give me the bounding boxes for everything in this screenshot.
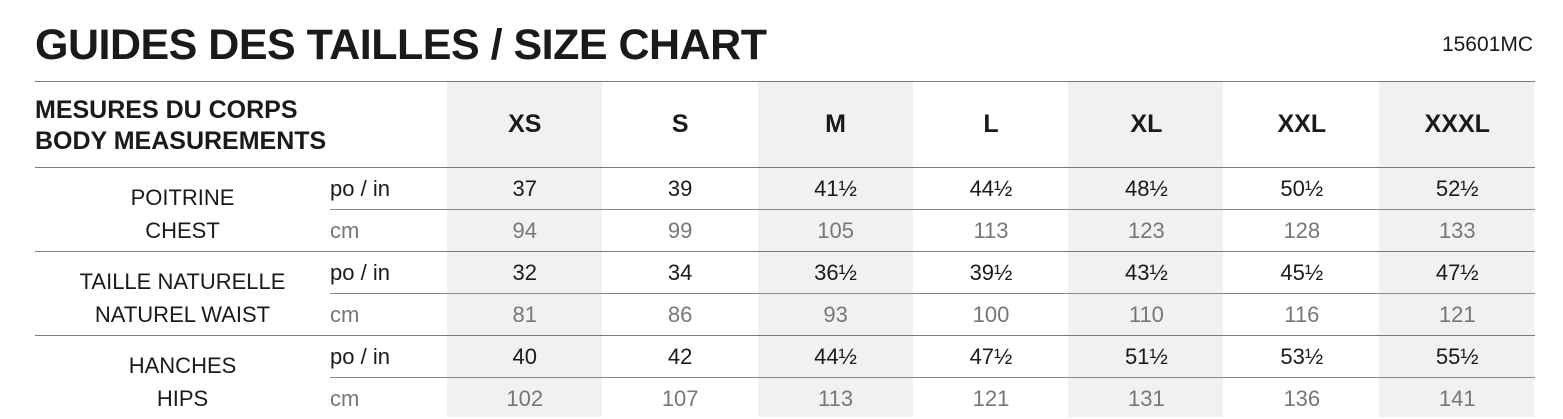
size-header: L bbox=[913, 82, 1068, 168]
size-header: XL bbox=[1069, 82, 1224, 168]
value-cell: 48½ bbox=[1069, 168, 1224, 210]
value-cell: 113 bbox=[758, 378, 913, 419]
value-cell: 86 bbox=[602, 294, 757, 336]
measurement-label: HANCHES HIPS bbox=[35, 336, 330, 419]
label-en: HIPS bbox=[35, 382, 330, 415]
value-cell: 121 bbox=[1380, 294, 1536, 336]
value-cell: 81 bbox=[447, 294, 602, 336]
size-header: S bbox=[602, 82, 757, 168]
value-cell: 107 bbox=[602, 378, 757, 419]
value-cell: 47½ bbox=[1380, 252, 1536, 294]
value-cell: 99 bbox=[602, 210, 757, 252]
value-cell: 94 bbox=[447, 210, 602, 252]
label-fr: TAILLE NATURELLE bbox=[35, 265, 330, 298]
value-cell: 52½ bbox=[1380, 168, 1536, 210]
value-cell: 141 bbox=[1380, 378, 1536, 419]
value-cell: 93 bbox=[758, 294, 913, 336]
value-cell: 47½ bbox=[913, 336, 1068, 378]
unit-label: cm bbox=[330, 210, 447, 252]
value-cell: 105 bbox=[758, 210, 913, 252]
value-cell: 50½ bbox=[1224, 168, 1379, 210]
value-cell: 41½ bbox=[758, 168, 913, 210]
unit-label: cm bbox=[330, 378, 447, 419]
size-chart-table: MESURES DU CORPS BODY MEASUREMENTS XS S … bbox=[35, 81, 1535, 419]
value-cell: 121 bbox=[913, 378, 1068, 419]
value-cell: 100 bbox=[913, 294, 1068, 336]
value-cell: 40 bbox=[447, 336, 602, 378]
value-cell: 110 bbox=[1069, 294, 1224, 336]
unit-label: po / in bbox=[330, 252, 447, 294]
value-cell: 44½ bbox=[913, 168, 1068, 210]
value-cell: 51½ bbox=[1069, 336, 1224, 378]
value-cell: 53½ bbox=[1224, 336, 1379, 378]
unit-label: po / in bbox=[330, 168, 447, 210]
value-cell: 34 bbox=[602, 252, 757, 294]
header-row: MESURES DU CORPS BODY MEASUREMENTS XS S … bbox=[35, 82, 1535, 168]
value-cell: 43½ bbox=[1069, 252, 1224, 294]
label-fr: POITRINE bbox=[35, 181, 330, 214]
value-cell: 133 bbox=[1380, 210, 1536, 252]
value-cell: 45½ bbox=[1224, 252, 1379, 294]
value-cell: 131 bbox=[1069, 378, 1224, 419]
measurement-label: TAILLE NATURELLE NATUREL WAIST bbox=[35, 252, 330, 336]
value-cell: 44½ bbox=[758, 336, 913, 378]
value-cell: 123 bbox=[1069, 210, 1224, 252]
unit-label: cm bbox=[330, 294, 447, 336]
product-code: 15601MC bbox=[1442, 32, 1533, 58]
value-cell: 128 bbox=[1224, 210, 1379, 252]
value-cell: 39 bbox=[602, 168, 757, 210]
size-header: M bbox=[758, 82, 913, 168]
value-cell: 116 bbox=[1224, 294, 1379, 336]
size-header: XXXL bbox=[1380, 82, 1536, 168]
value-cell: 55½ bbox=[1380, 336, 1536, 378]
label-fr: HANCHES bbox=[35, 349, 330, 382]
value-cell: 42 bbox=[602, 336, 757, 378]
label-en: CHEST bbox=[35, 214, 330, 247]
value-cell: 136 bbox=[1224, 378, 1379, 419]
value-cell: 102 bbox=[447, 378, 602, 419]
value-cell: 37 bbox=[447, 168, 602, 210]
measurements-header: MESURES DU CORPS BODY MEASUREMENTS bbox=[35, 82, 447, 168]
measurement-label: POITRINE CHEST bbox=[35, 168, 330, 252]
unit-label: po / in bbox=[330, 336, 447, 378]
label-fr: MESURES DU CORPS bbox=[35, 95, 447, 126]
value-cell: 39½ bbox=[913, 252, 1068, 294]
value-cell: 32 bbox=[447, 252, 602, 294]
value-cell: 113 bbox=[913, 210, 1068, 252]
size-header: XS bbox=[447, 82, 602, 168]
label-en: BODY MEASUREMENTS bbox=[35, 126, 447, 157]
page-title: GUIDES DES TAILLES / SIZE CHART bbox=[35, 20, 766, 70]
value-cell: 36½ bbox=[758, 252, 913, 294]
size-header: XXL bbox=[1224, 82, 1379, 168]
label-en: NATUREL WAIST bbox=[35, 298, 330, 331]
